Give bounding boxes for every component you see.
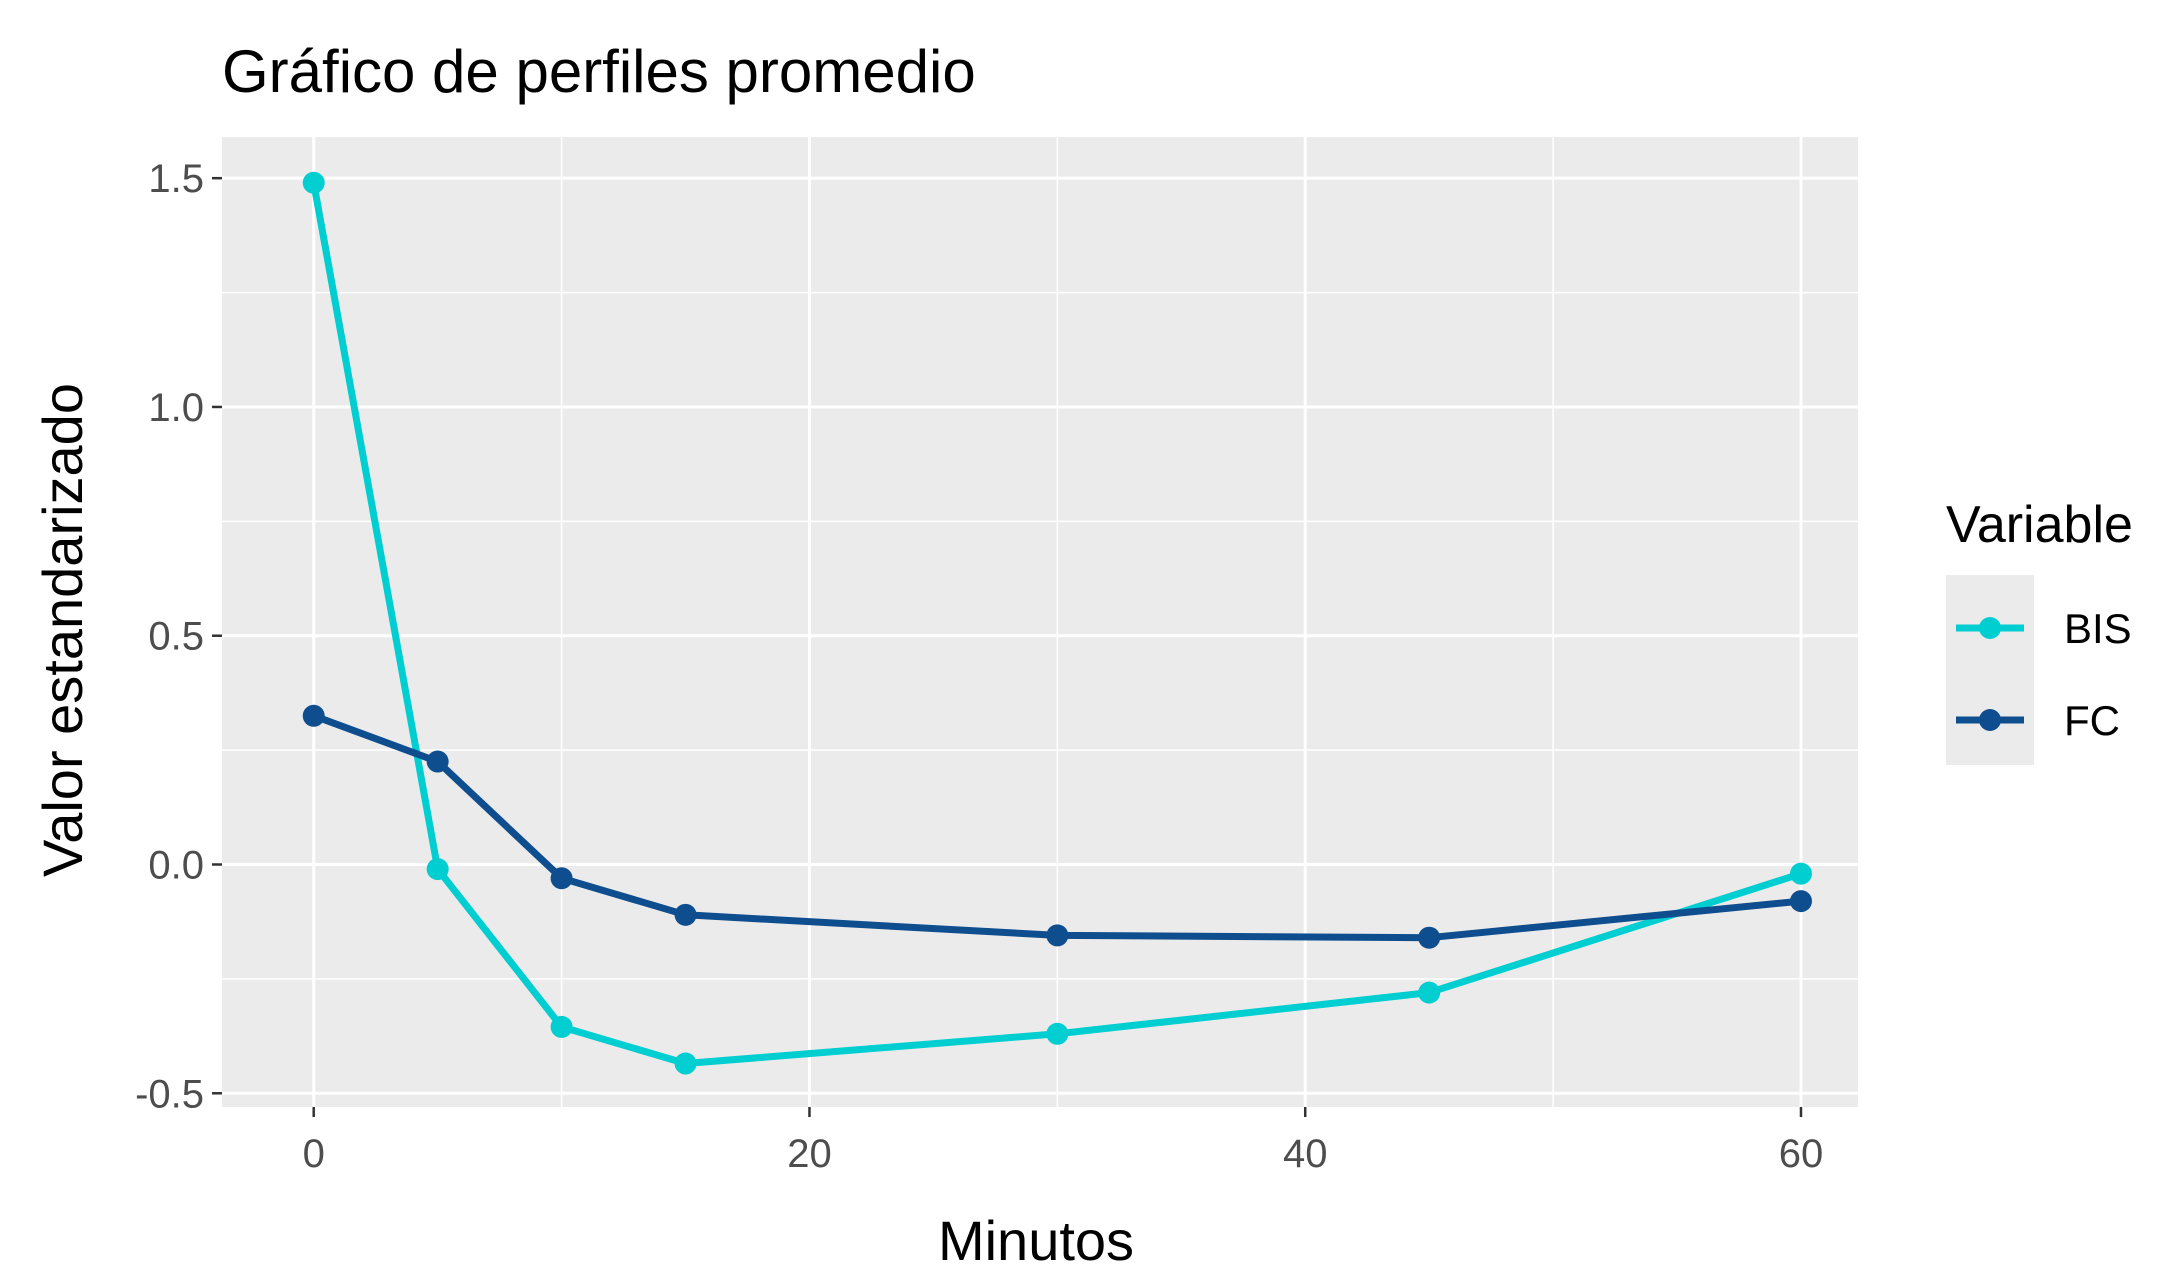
data-point-bis xyxy=(302,171,325,194)
data-point-bis xyxy=(1789,862,1812,885)
x-tick-label: 40 xyxy=(1283,1132,1328,1176)
x-tick-label: 60 xyxy=(1779,1132,1824,1176)
legend-key-point xyxy=(1979,709,2001,731)
panel-background xyxy=(222,137,1858,1107)
y-axis: -0.5 0.0 0.5 1.0 1.5 xyxy=(135,157,222,1116)
data-point-fc xyxy=(674,903,697,926)
data-point-fc xyxy=(1789,890,1812,913)
data-point-bis xyxy=(1418,981,1441,1004)
x-tick-label: 20 xyxy=(787,1132,832,1176)
data-point-bis xyxy=(550,1015,573,1038)
y-tick-label: 1.5 xyxy=(148,157,204,201)
series-layer xyxy=(302,171,1812,1075)
x-axis: 0 20 40 60 xyxy=(303,1107,1824,1176)
y-tick-label: 0.0 xyxy=(148,844,204,888)
y-tick-label: 0.5 xyxy=(148,615,204,659)
legend-items: BIS FC xyxy=(1956,605,2132,744)
data-point-fc xyxy=(1418,926,1441,949)
chart-title: Gráfico de perfiles promedio xyxy=(222,38,976,105)
x-tick-label: 0 xyxy=(303,1132,325,1176)
data-point-bis xyxy=(426,858,449,881)
legend-label: BIS xyxy=(2064,605,2132,652)
data-point-fc xyxy=(550,867,573,890)
legend-key-background xyxy=(1946,575,2034,765)
plot-panel xyxy=(222,137,1858,1107)
legend-label: FC xyxy=(2064,697,2120,744)
data-point-fc xyxy=(426,750,449,773)
y-axis-title: Valor estandarizado xyxy=(31,383,94,877)
legend: Variable BIS FC xyxy=(1946,496,2133,765)
data-point-bis xyxy=(1046,1022,1069,1045)
data-point-fc xyxy=(1046,924,1069,947)
data-point-bis xyxy=(674,1052,697,1075)
x-axis-title: Minutos xyxy=(938,1209,1134,1272)
y-tick-label: 1.0 xyxy=(148,386,204,430)
y-tick-label: -0.5 xyxy=(135,1072,204,1116)
data-point-fc xyxy=(302,704,325,727)
legend-key-point xyxy=(1979,617,2001,639)
legend-title: Variable xyxy=(1946,496,2133,554)
